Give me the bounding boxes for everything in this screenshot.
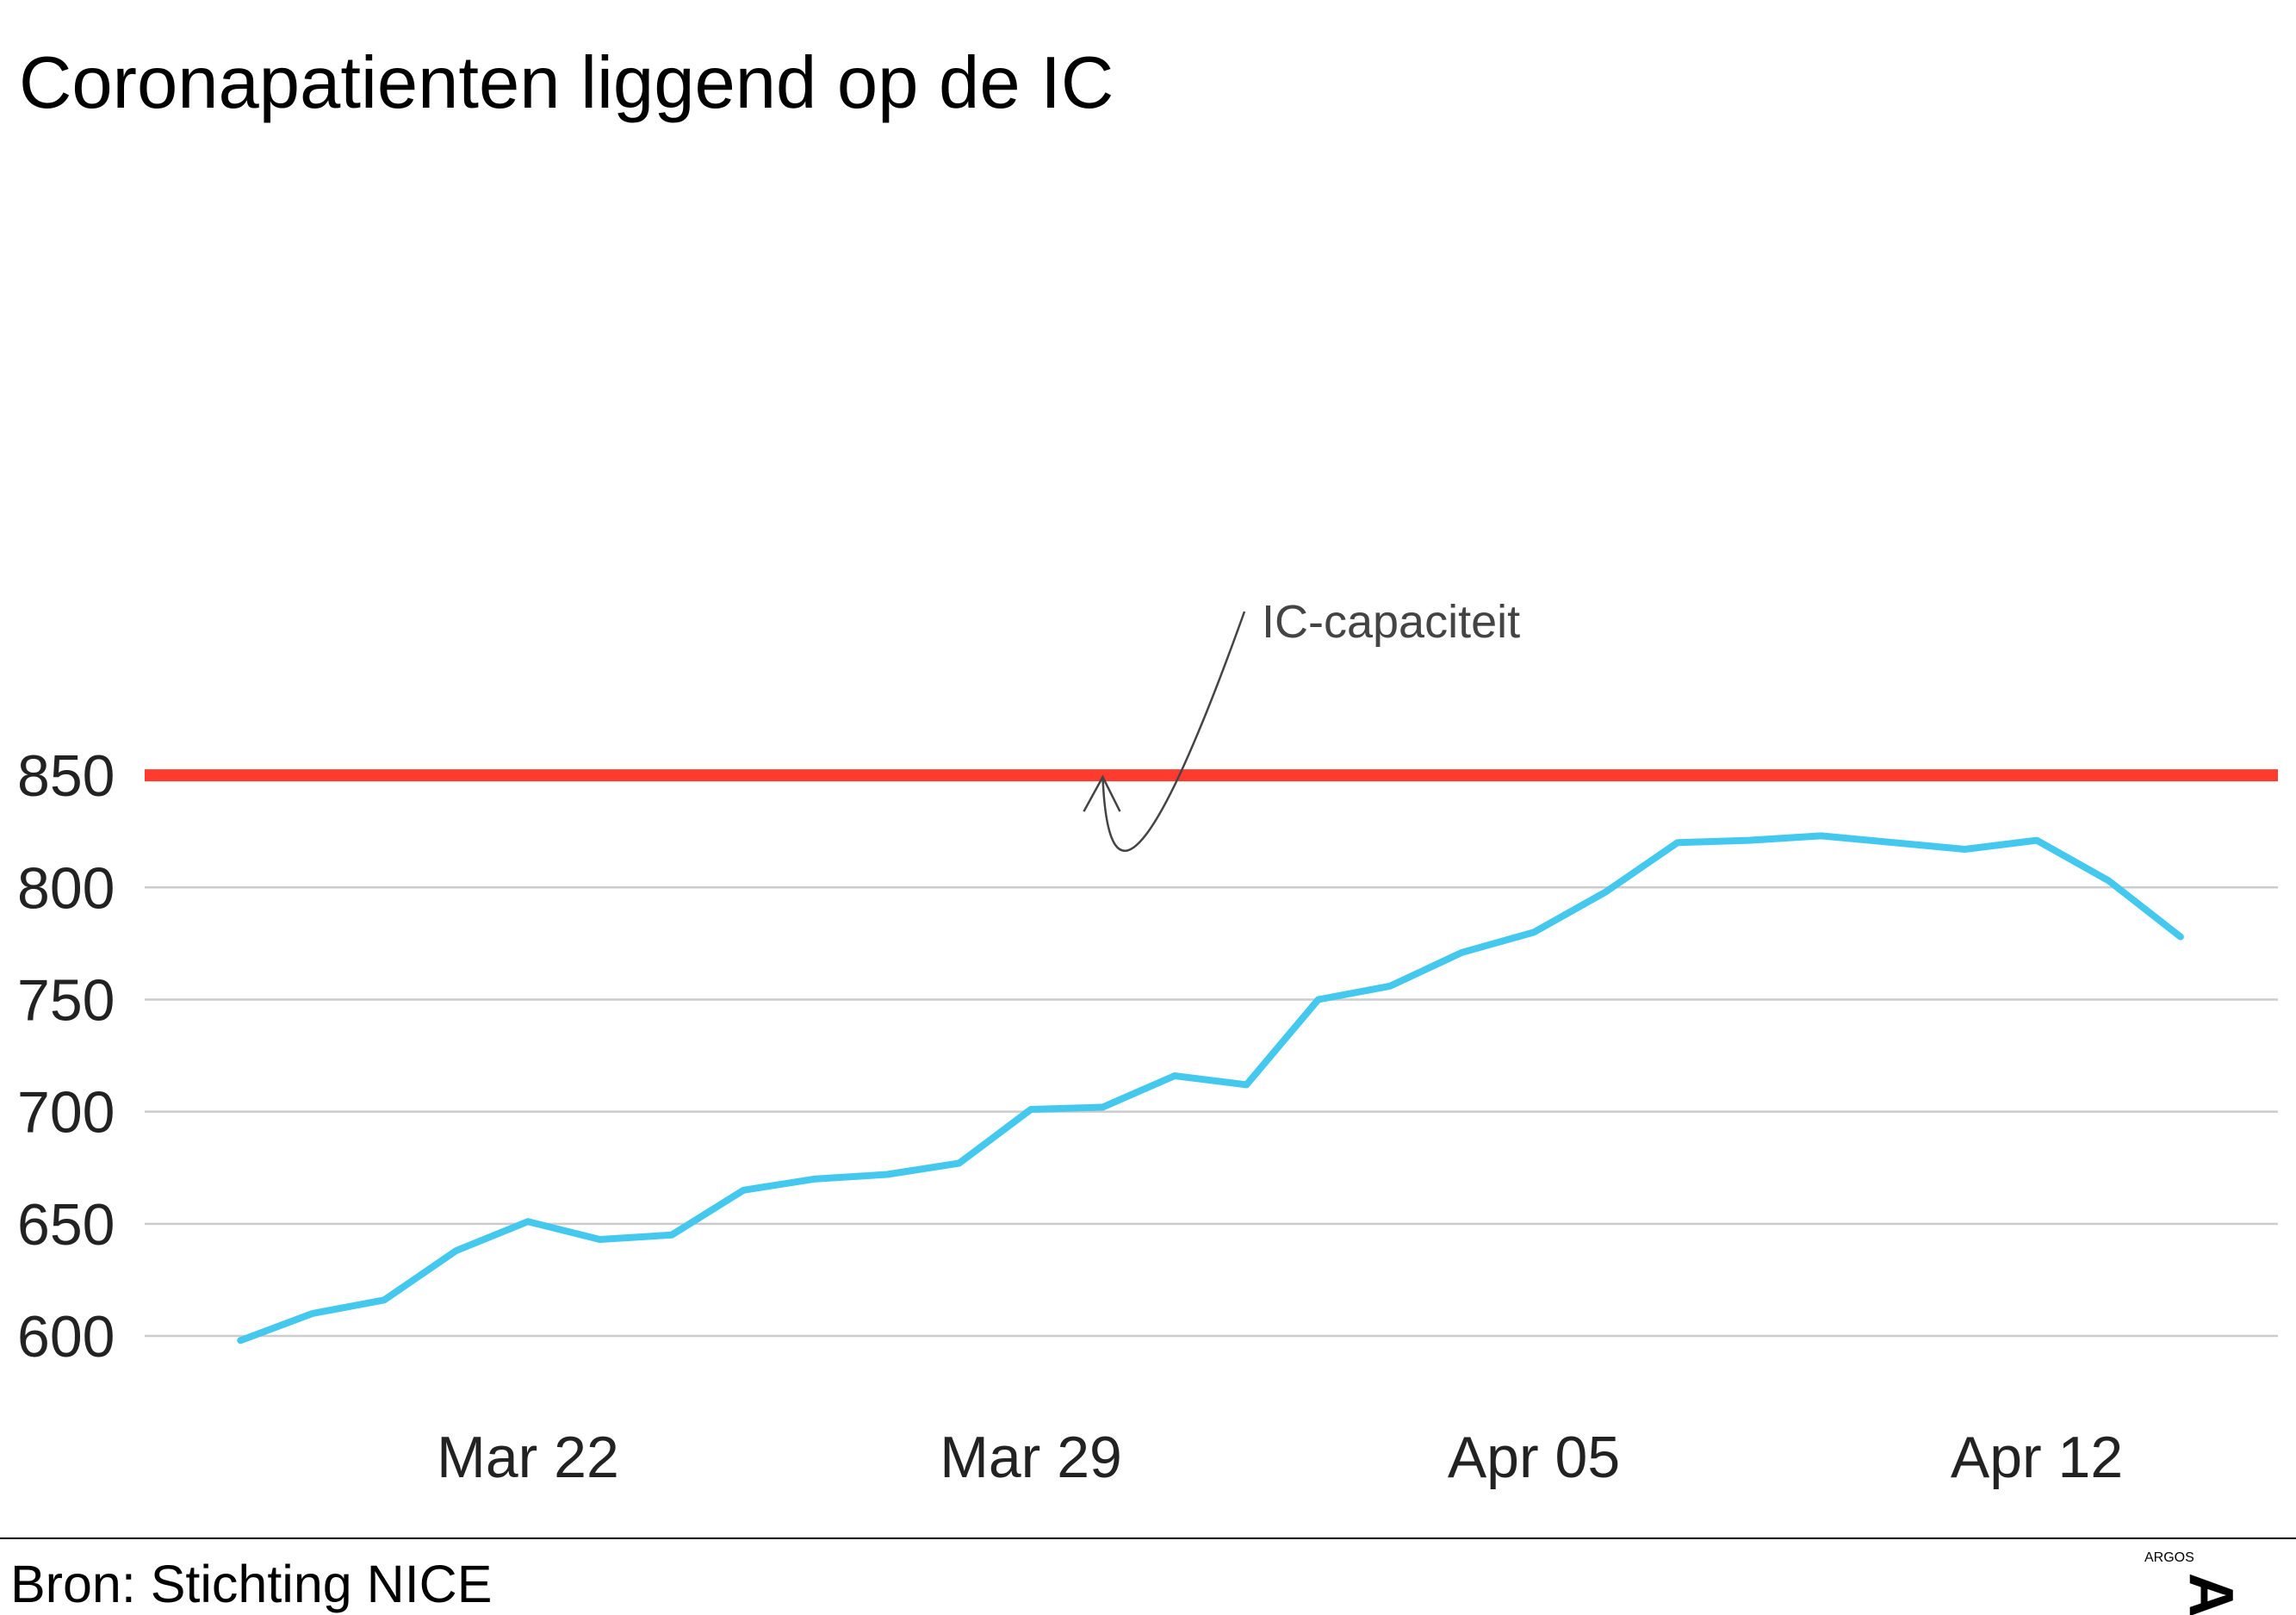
annotation-arrowhead xyxy=(1083,774,1121,812)
x-tick-label: Apr 05 xyxy=(1448,1425,1620,1490)
annotations: IC-capaciteit xyxy=(1083,596,1520,852)
x-axis: Mar 22 Mar 29 Apr 05 Apr 12 xyxy=(437,1425,2123,1490)
chart-title: Coronapatienten liggend op de IC xyxy=(19,42,1114,124)
series-group xyxy=(237,832,2184,1345)
y-tick-label: 850 xyxy=(17,743,115,809)
argos-logo-text: ARGOS xyxy=(2144,1550,2194,1565)
y-tick-label: 800 xyxy=(17,855,115,921)
y-tick-label: 600 xyxy=(17,1304,115,1370)
y-tick-label: 700 xyxy=(17,1080,115,1146)
series-line-0 xyxy=(237,832,2184,1345)
y-tick-label: 650 xyxy=(17,1192,115,1258)
y-tick-label: 750 xyxy=(17,967,115,1033)
grid xyxy=(145,773,2278,1338)
annotation-arrow xyxy=(1101,611,1246,852)
x-tick-label: Mar 29 xyxy=(940,1425,1122,1490)
x-tick-label: Apr 12 xyxy=(1951,1425,2123,1490)
y-axis: 600 650 700 750 800 850 xyxy=(17,743,115,1370)
annotation-label: IC-capaciteit xyxy=(1262,596,1520,648)
source-caption: Bron: Stichting NICE xyxy=(10,1555,492,1613)
argos-logo-mark: A xyxy=(2176,1573,2245,1615)
argos-logo: ARGOS A xyxy=(2144,1550,2245,1615)
x-tick-label: Mar 22 xyxy=(437,1425,619,1490)
